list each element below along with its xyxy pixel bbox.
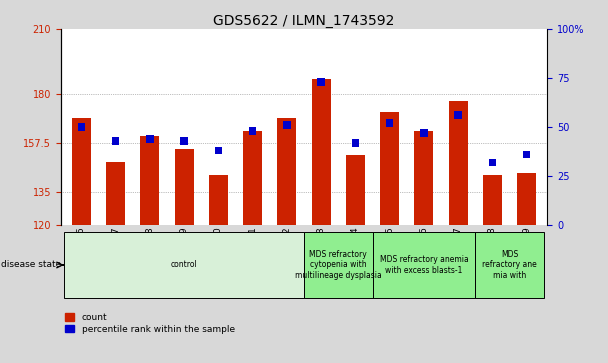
Bar [449, 101, 468, 225]
Bar [386, 119, 393, 127]
Title: GDS5622 / ILMN_1743592: GDS5622 / ILMN_1743592 [213, 14, 395, 28]
Bar [420, 129, 427, 137]
Bar [489, 159, 496, 166]
Bar [209, 175, 228, 225]
Text: MDS refractory anemia
with excess blasts-1: MDS refractory anemia with excess blasts… [379, 255, 468, 275]
Bar [483, 175, 502, 225]
Bar [106, 162, 125, 225]
Bar [72, 118, 91, 225]
Bar [64, 232, 304, 298]
Text: MDS
refractory ane
mia with: MDS refractory ane mia with [482, 250, 537, 280]
Bar [312, 79, 331, 225]
Bar [140, 136, 159, 225]
Bar [243, 131, 262, 225]
Bar [78, 123, 85, 131]
Text: MDS refractory
cytopenia with
multilineage dysplasia: MDS refractory cytopenia with multilinea… [295, 250, 382, 280]
Bar [475, 232, 544, 298]
Bar [517, 173, 536, 225]
Bar [346, 155, 365, 225]
Bar [351, 139, 359, 147]
Bar [415, 131, 434, 225]
Bar [523, 151, 530, 158]
Text: control: control [171, 261, 198, 269]
Bar [215, 147, 222, 154]
Bar [112, 137, 119, 144]
Bar [317, 78, 325, 86]
Bar [277, 118, 296, 225]
Bar [283, 121, 291, 129]
Bar [380, 112, 399, 225]
Bar [454, 111, 462, 119]
Bar [373, 232, 475, 298]
Bar [249, 127, 257, 135]
Bar [174, 149, 193, 225]
Bar [181, 137, 188, 144]
Legend: count, percentile rank within the sample: count, percentile rank within the sample [65, 313, 235, 334]
Bar [146, 135, 154, 143]
Text: disease state: disease state [1, 261, 61, 269]
Bar [304, 232, 373, 298]
